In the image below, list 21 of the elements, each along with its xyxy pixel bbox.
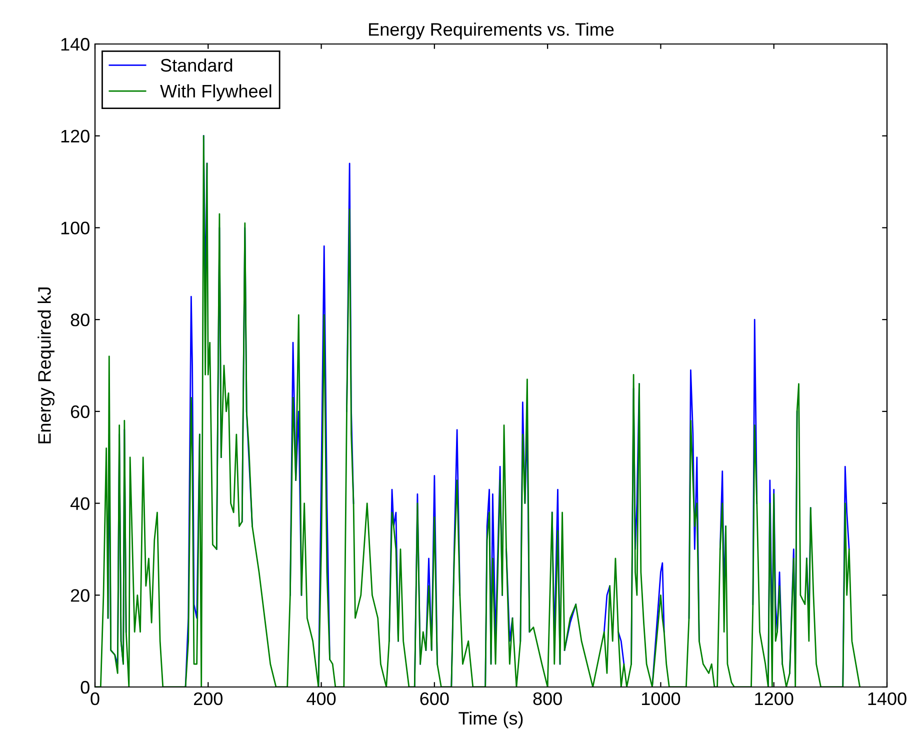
y-tick-label: 20 — [70, 589, 90, 602]
y-tick-label: 100 — [61, 222, 90, 234]
y-axis-title: Energy Required kJ — [38, 288, 54, 444]
x-tick-label: 800 — [533, 692, 562, 706]
x-tick-label: 1200 — [755, 692, 794, 706]
y-tick-label: 80 — [70, 314, 90, 326]
y-tick-label: 0 — [80, 680, 90, 694]
y-tick-label: 120 — [61, 130, 90, 143]
x-tick-label: 1000 — [642, 692, 680, 706]
x-tick-label: 200 — [194, 692, 222, 706]
x-tick-label: 0 — [90, 692, 100, 706]
y-tick-label: 40 — [70, 497, 90, 510]
x-tick-label: 600 — [420, 692, 449, 706]
y-tick-label: 140 — [61, 38, 90, 51]
x-tick-label: 1400 — [868, 692, 906, 706]
y-tick-label: 60 — [70, 405, 90, 418]
x-axis-title: Time (s) — [458, 711, 523, 728]
legend-label: With Flywheel — [160, 84, 272, 102]
x-tick-label: 400 — [306, 692, 336, 706]
chart-title: Energy Requirements vs. Time — [369, 22, 614, 40]
legend-label: Standard — [160, 58, 232, 72]
